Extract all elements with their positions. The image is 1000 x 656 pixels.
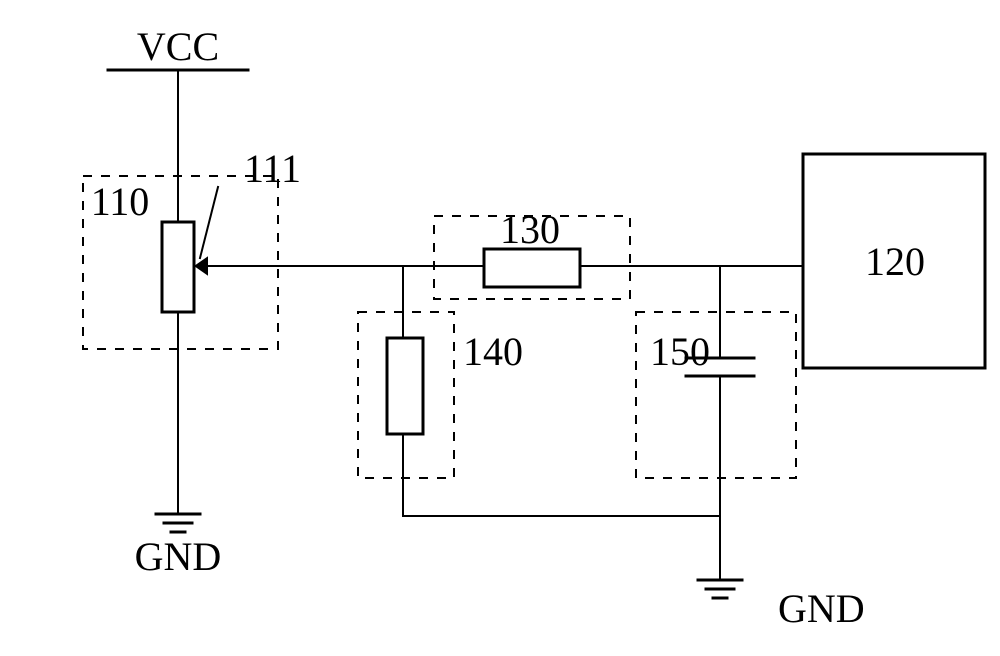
label-120: 120 bbox=[865, 239, 925, 284]
gnd2-label: GND bbox=[778, 586, 865, 631]
label-110: 110 bbox=[91, 179, 150, 224]
label-150: 150 bbox=[650, 329, 710, 374]
resistor-140 bbox=[387, 338, 423, 434]
label-111: 111 bbox=[244, 146, 301, 191]
circuit-diagram: VCC 110 GND 111 130 120 140 150 GND bbox=[0, 0, 1000, 656]
label-140: 140 bbox=[463, 329, 523, 374]
potentiometer-body bbox=[162, 222, 194, 312]
resistor-130 bbox=[484, 249, 580, 287]
vcc-label: VCC bbox=[137, 24, 219, 69]
leader-111 bbox=[200, 187, 218, 258]
gnd1-label: GND bbox=[135, 534, 222, 579]
label-130: 130 bbox=[500, 207, 560, 252]
